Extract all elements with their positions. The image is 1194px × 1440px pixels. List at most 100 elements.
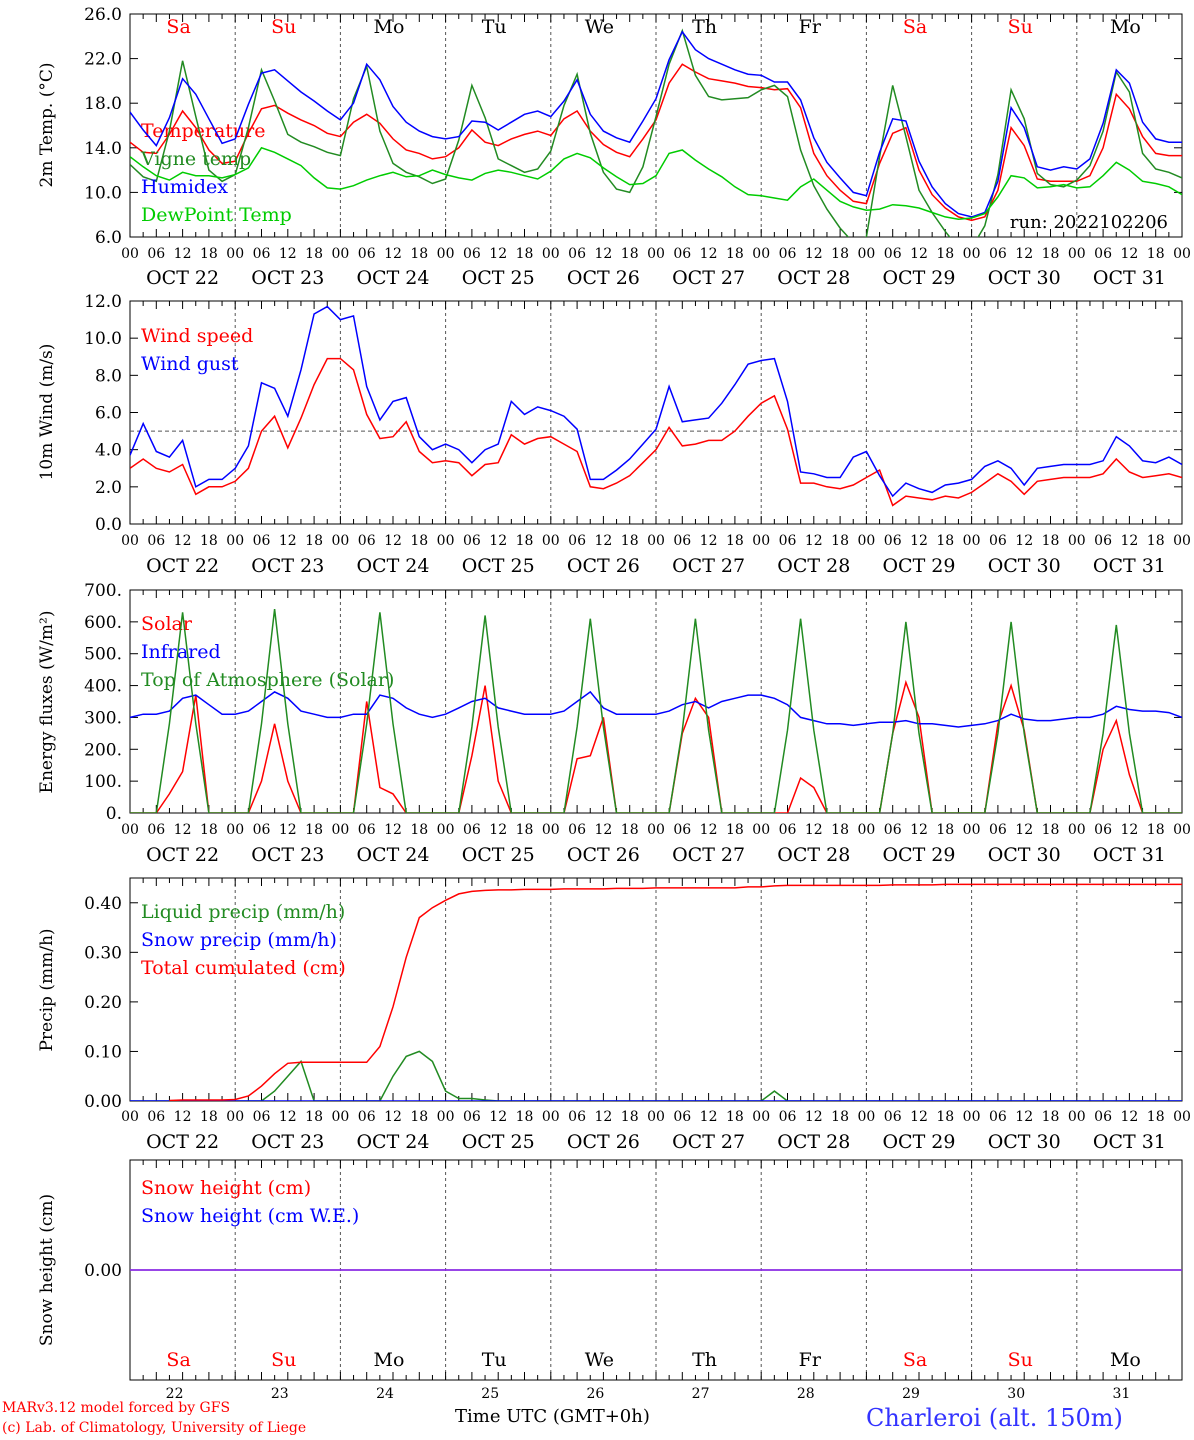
date-label: OCT 30 [988, 1131, 1061, 1153]
x-tick-label: 12 [279, 533, 297, 549]
x-tick-label: 00 [857, 822, 875, 838]
day-number-label: 28 [797, 1386, 815, 1402]
y-tick-label: 300. [84, 708, 122, 728]
x-tick-label: 06 [989, 1109, 1007, 1125]
x-tick-label: 00 [1173, 246, 1191, 262]
x-tick-label: 00 [121, 246, 139, 262]
x-tick-label: 18 [1147, 1109, 1165, 1125]
x-tick-label: 18 [516, 533, 534, 549]
x-tick-label: 18 [621, 246, 639, 262]
x-tick-label: 18 [305, 822, 323, 838]
date-label: OCT 22 [146, 844, 219, 866]
series-line-humidex [130, 30, 1182, 218]
x-tick-label: 06 [989, 246, 1007, 262]
y-tick-label: 8.0 [95, 366, 122, 386]
x-tick-label: 06 [673, 246, 691, 262]
x-tick-label: 06 [884, 1109, 902, 1125]
x-tick-label: 06 [253, 533, 271, 549]
y-tick-label: 100. [84, 772, 122, 792]
x-tick-label: 06 [463, 1109, 481, 1125]
time-axis-label: Time UTC (GMT+0h) [455, 1406, 650, 1427]
series-line-wind-speed [130, 357, 1182, 507]
x-tick-label: 06 [358, 822, 376, 838]
x-tick-label: 18 [936, 1109, 954, 1125]
x-tick-label: 00 [331, 1109, 349, 1125]
y-axis-title: Energy fluxes (W/m²) [37, 611, 57, 794]
x-tick-label: 00 [963, 822, 981, 838]
station-label: Charleroi (alt. 150m) [866, 1404, 1123, 1432]
panel-1: 00 06 12 18 00 06 12 18 00 06 12 18 00 06 12 18 00 06 12 18… [37, 5, 1191, 289]
date-label: OCT 23 [251, 844, 324, 866]
x-tick-label: 06 [779, 246, 797, 262]
legend-liquid-precip-mm-h-: Liquid precip (mm/h) [141, 901, 345, 923]
series-line-top-of-atmosphere-solar- [130, 609, 1182, 813]
y-tick-label: 0.0 [95, 515, 122, 535]
day-number-label: 25 [481, 1386, 499, 1402]
x-tick-label: 18 [621, 1109, 639, 1125]
x-tick-label: 18 [200, 1109, 218, 1125]
x-tick-label: 18 [831, 533, 849, 549]
series-line-solar [130, 679, 1182, 813]
date-label: OCT 22 [146, 555, 219, 577]
x-tick-label: 18 [726, 1109, 744, 1125]
x-tick-label: 00 [1173, 822, 1191, 838]
x-tick-label: 00 [331, 533, 349, 549]
x-tick-label: 06 [568, 1109, 586, 1125]
y-tick-label: 0. [106, 804, 122, 824]
x-tick-label: 06 [253, 246, 271, 262]
x-tick-label: 12 [1015, 822, 1033, 838]
legend-top-of-atmosphere-solar-: Top of Atmosphere (Solar) [141, 669, 394, 691]
x-tick-label: 12 [174, 533, 192, 549]
date-label: OCT 27 [672, 1131, 745, 1153]
x-tick-label: 00 [437, 822, 455, 838]
x-tick-label: 12 [384, 533, 402, 549]
day-of-week-label: Th [692, 1349, 717, 1371]
y-tick-label: 0.30 [84, 943, 122, 963]
date-label: OCT 23 [251, 1131, 324, 1153]
legend-wind-speed: Wind speed [141, 325, 253, 347]
x-tick-label: 06 [779, 822, 797, 838]
day-of-week-label: We [585, 16, 614, 38]
x-tick-label: 12 [489, 1109, 507, 1125]
day-of-week-label: Fr [799, 16, 822, 38]
y-tick-label: 400. [84, 677, 122, 697]
x-tick-label: 00 [542, 246, 560, 262]
y-tick-label: 18.0 [84, 94, 122, 114]
x-tick-label: 00 [1068, 246, 1086, 262]
x-tick-label: 00 [226, 246, 244, 262]
x-tick-label: 06 [253, 822, 271, 838]
x-tick-label: 00 [752, 533, 770, 549]
x-tick-label: 06 [779, 1109, 797, 1125]
series-line-wind-gust [130, 305, 1182, 498]
y-tick-label: 6.0 [95, 404, 122, 424]
x-tick-label: 06 [568, 246, 586, 262]
date-label: OCT 24 [356, 555, 429, 577]
series-line-infrared [130, 690, 1182, 728]
date-label: OCT 24 [356, 267, 429, 289]
x-tick-label: 12 [174, 246, 192, 262]
x-tick-label: 12 [594, 822, 612, 838]
legend-snow-precip-mm-h-: Snow precip (mm/h) [141, 929, 337, 951]
y-tick-label: 700. [84, 581, 122, 601]
legend-humidex: Humidex [141, 176, 228, 198]
x-tick-label: 00 [1173, 533, 1191, 549]
day-number-label: 31 [1112, 1386, 1130, 1402]
lab-credit: (c) Lab. of Climatology, University of L… [2, 1420, 307, 1436]
y-tick-label: 4.0 [95, 441, 122, 461]
x-tick-label: 00 [1173, 1109, 1191, 1125]
date-label: OCT 29 [882, 555, 955, 577]
y-axis-title: 2m Temp. (°C) [37, 62, 57, 187]
date-label: OCT 29 [882, 267, 955, 289]
x-tick-label: 12 [805, 533, 823, 549]
x-tick-label: 12 [910, 1109, 928, 1125]
x-tick-label: 12 [1015, 1109, 1033, 1125]
y-tick-label: 14.0 [84, 139, 122, 159]
date-label: OCT 29 [882, 844, 955, 866]
x-tick-label: 00 [121, 1109, 139, 1125]
date-label: OCT 28 [777, 1131, 850, 1153]
legend-temperature: Temperature [141, 120, 265, 142]
date-label: OCT 27 [672, 555, 745, 577]
series-line-dewpoint-temp [130, 146, 1182, 220]
day-number-label: 22 [166, 1386, 184, 1402]
x-tick-label: 12 [594, 533, 612, 549]
